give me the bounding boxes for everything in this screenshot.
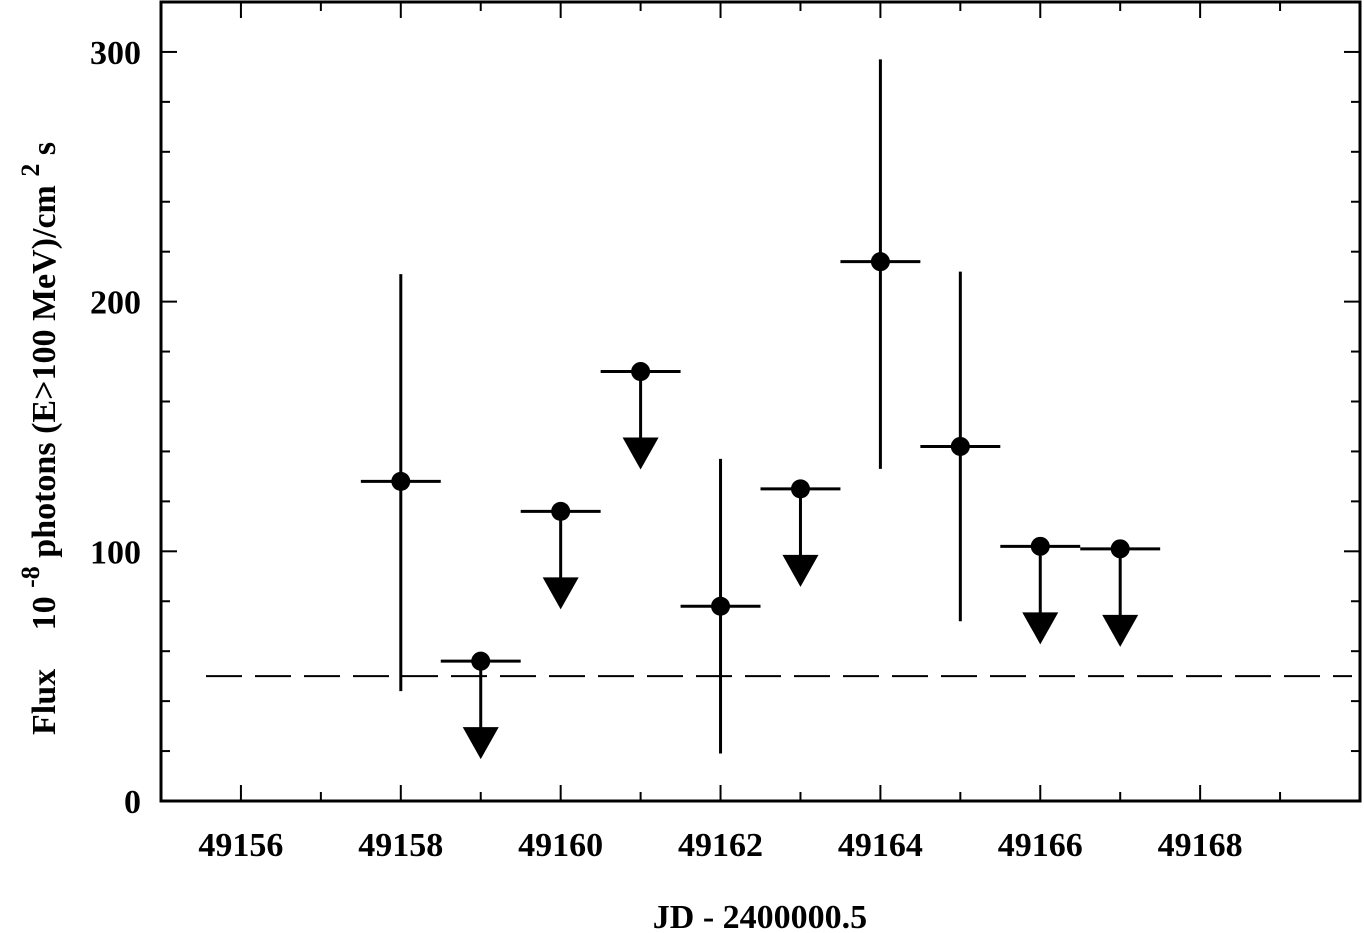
y-axis-label-prefix: Flux xyxy=(26,669,63,735)
upper-limit-point xyxy=(1000,536,1081,645)
y-axis-label-exponent2: 2 xyxy=(16,164,45,177)
upper-limit-point xyxy=(440,651,521,760)
y-tick-labels: 0 100 200 300 xyxy=(90,35,141,821)
plot-frame xyxy=(159,0,1362,803)
y-tick-label: 100 xyxy=(90,534,141,571)
upper-limit-arrow-head xyxy=(1102,614,1139,647)
data-point xyxy=(920,271,1001,622)
data-marker xyxy=(631,362,651,382)
y-tick-label: 200 xyxy=(90,285,141,322)
data-point xyxy=(680,458,761,754)
axis-ticks xyxy=(160,1,1361,802)
upper-limit-arrow-head xyxy=(782,554,819,587)
y-axis-label-base: 10 xyxy=(26,596,63,630)
upper-limit-point xyxy=(760,479,841,587)
x-axis-label: JD - 2400000.5 xyxy=(653,899,867,933)
x-tick-label: 49156 xyxy=(198,827,283,864)
x-tick-label: 49158 xyxy=(358,827,443,864)
data-marker xyxy=(551,501,571,521)
data-marker xyxy=(1110,539,1130,559)
data-marker xyxy=(790,479,810,499)
data-marker xyxy=(471,651,491,671)
upper-limit-arrow-head xyxy=(462,727,499,760)
data-marker xyxy=(870,252,890,272)
x-tick-label: 49162 xyxy=(678,827,763,864)
x-tick-labels: 49156 49158 49160 49162 49164 49166 49168 xyxy=(198,827,1242,864)
x-tick-label: 49164 xyxy=(838,827,923,864)
y-tick-label: 0 xyxy=(124,784,141,821)
upper-limit-point xyxy=(600,362,681,470)
data-point xyxy=(360,274,441,692)
y-axis-label-suffix: s xyxy=(26,142,63,155)
data-marker xyxy=(950,436,970,456)
data-points xyxy=(360,59,1161,760)
y-axis-label: Flux 10 -8 photons (E>100 MeV)/cm 2 s xyxy=(10,142,63,735)
y-axis-label-exponent: -8 xyxy=(16,566,45,588)
y-axis-label-text: photons (E>100 MeV)/cm xyxy=(26,185,63,558)
data-point xyxy=(840,59,921,469)
x-tick-label: 49160 xyxy=(518,827,603,864)
upper-limit-arrow-head xyxy=(542,577,579,610)
data-marker xyxy=(391,471,411,491)
x-tick-label: 49166 xyxy=(998,827,1083,864)
data-marker xyxy=(1030,536,1050,556)
upper-limit-arrow-head xyxy=(622,437,659,470)
upper-limit-point xyxy=(1080,539,1161,647)
data-marker xyxy=(711,596,731,616)
upper-limit-arrow-head xyxy=(1022,612,1059,645)
y-tick-label: 300 xyxy=(90,35,141,72)
x-tick-label: 49168 xyxy=(1158,827,1243,864)
upper-limit-point xyxy=(520,501,601,610)
